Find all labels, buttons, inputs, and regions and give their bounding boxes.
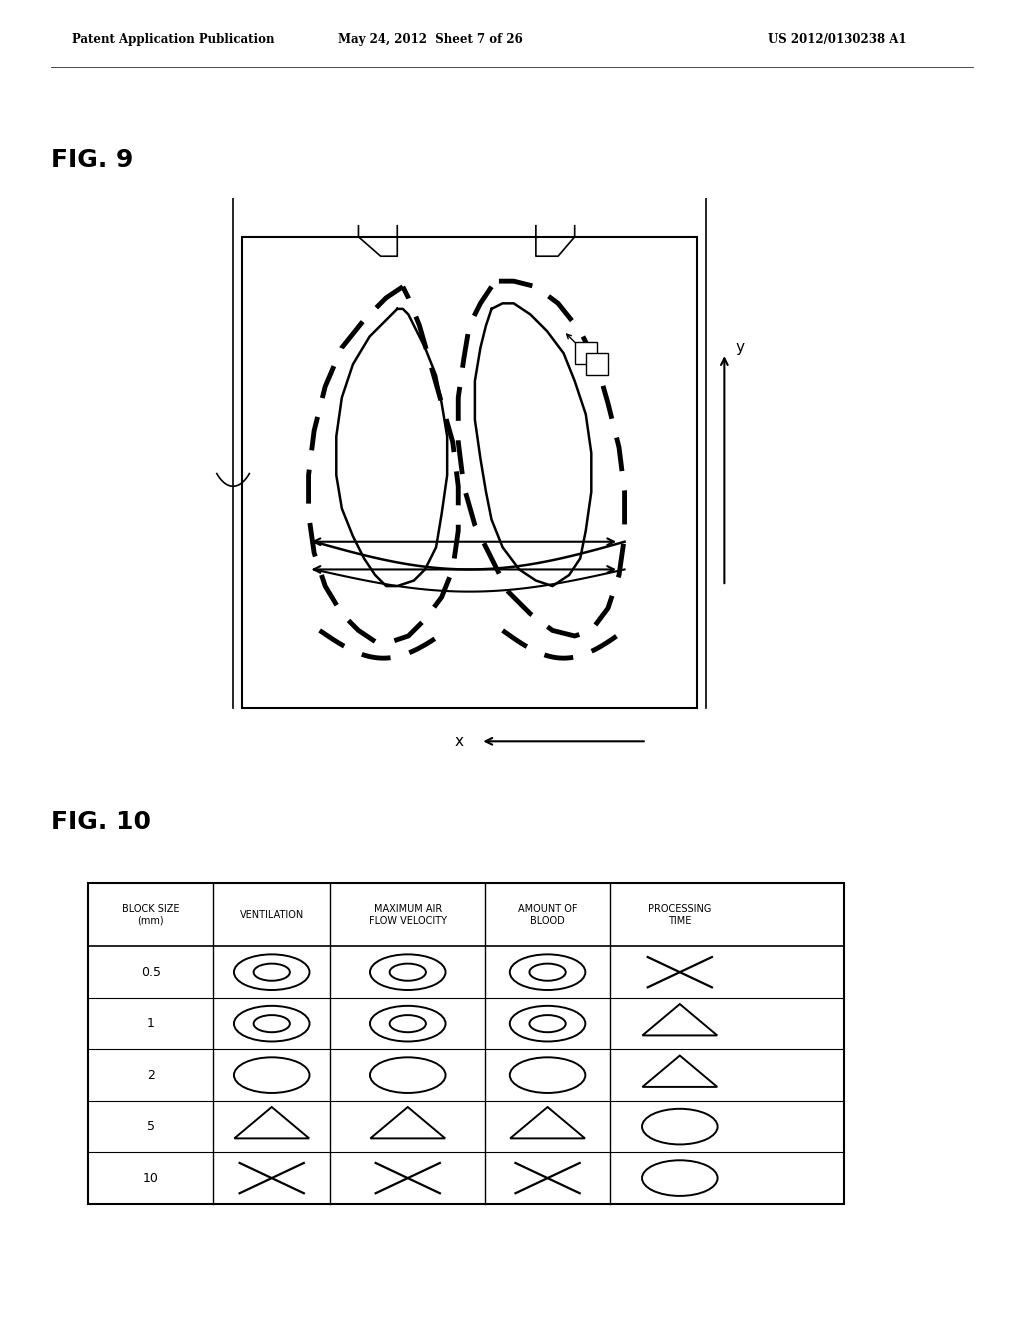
Text: May 24, 2012  Sheet 7 of 26: May 24, 2012 Sheet 7 of 26 [338, 33, 522, 46]
Text: AMOUNT OF
BLOOD: AMOUNT OF BLOOD [518, 904, 578, 925]
Bar [586, 354, 608, 375]
Text: 1: 1 [146, 1018, 155, 1030]
Text: x: x [455, 734, 464, 748]
Text: 0.5: 0.5 [141, 966, 161, 978]
Text: 10: 10 [143, 1172, 159, 1184]
Text: Patent Application Publication: Patent Application Publication [72, 33, 274, 46]
Text: BLOCK SIZE
(mm): BLOCK SIZE (mm) [122, 904, 179, 925]
Text: y: y [735, 341, 744, 355]
Bar [574, 342, 597, 364]
Text: MAXIMUM AIR
FLOW VELOCITY: MAXIMUM AIR FLOW VELOCITY [369, 904, 446, 925]
Text: FIG. 9: FIG. 9 [51, 148, 133, 172]
Bar [242, 236, 696, 708]
Text: 2: 2 [146, 1069, 155, 1081]
Text: PROCESSING
TIME: PROCESSING TIME [648, 904, 712, 925]
Text: VENTILATION: VENTILATION [240, 909, 304, 920]
Text: US 2012/0130238 A1: US 2012/0130238 A1 [768, 33, 906, 46]
Bar [88, 883, 844, 1204]
Text: 5: 5 [146, 1121, 155, 1133]
Text: FIG. 10: FIG. 10 [51, 810, 152, 834]
